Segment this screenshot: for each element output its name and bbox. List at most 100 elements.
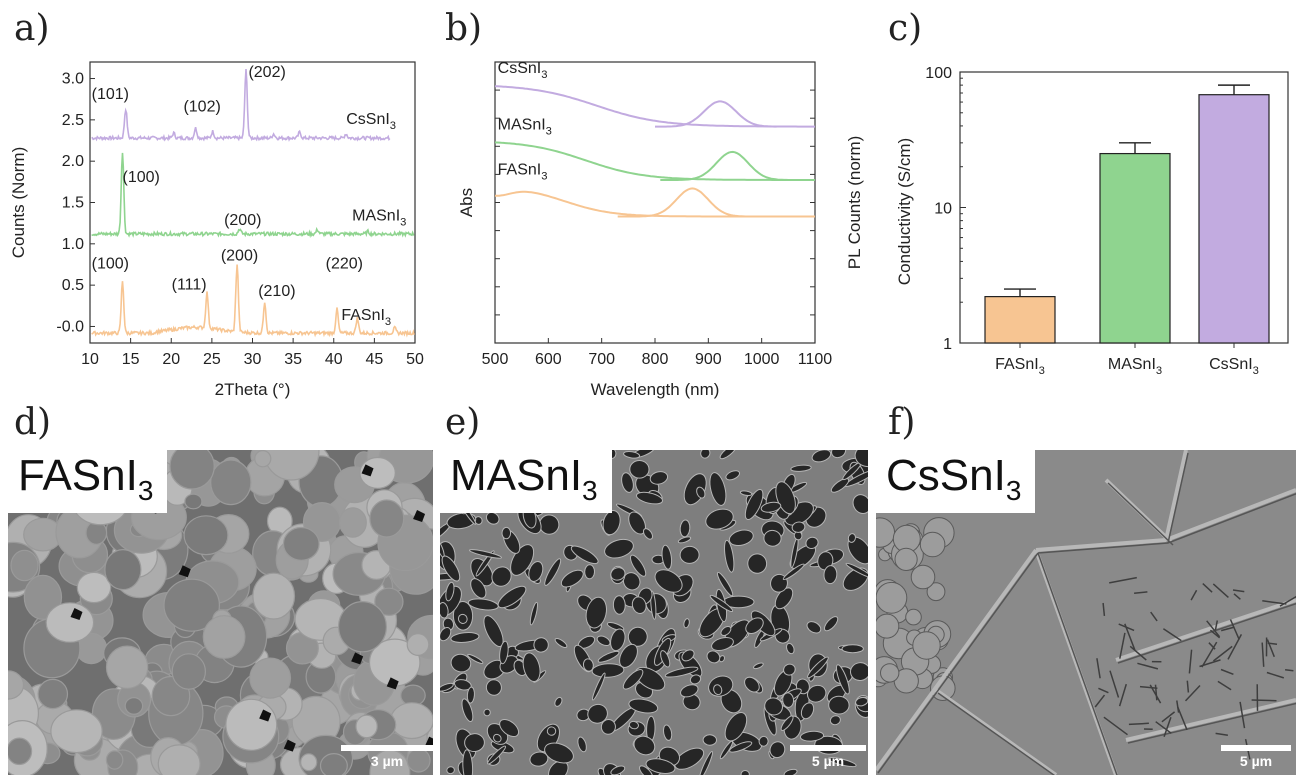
dendrite-branch <box>1186 680 1190 693</box>
grain <box>10 549 39 582</box>
pl-line-FASnI3 <box>617 187 814 218</box>
peak-label: (100) <box>123 169 160 186</box>
particle <box>912 631 941 660</box>
pore <box>829 715 841 726</box>
pl-line-CsSnI3 <box>655 100 777 128</box>
pore <box>760 501 782 513</box>
pore <box>706 650 721 664</box>
grain <box>8 737 33 766</box>
dendrite-branch <box>1217 680 1232 691</box>
pore <box>729 741 753 753</box>
pore <box>702 734 717 746</box>
peak-label: (200) <box>224 212 261 229</box>
dendrite-branch <box>1139 685 1158 690</box>
x-tick-label: 900 <box>695 351 722 368</box>
series-label: MASnI3 <box>352 208 406 229</box>
y-tick-label: 1.0 <box>62 236 84 253</box>
dendrite-branch <box>1102 602 1106 616</box>
series-label: CsSnI3 <box>346 111 396 132</box>
dendrite-branch <box>1261 642 1265 667</box>
pore <box>661 544 673 570</box>
absorption-pl-chart: 500 600 700 800 900 1000 1100 Wavelength (nm) Ab… <box>457 60 864 399</box>
sem-image-cssni3: CsSnI3 5 µm <box>876 450 1296 775</box>
grain-boundary-shadow <box>1107 482 1174 546</box>
series-label: FASnI3 <box>498 161 548 182</box>
pore <box>633 735 656 756</box>
grain <box>105 750 124 770</box>
pore <box>783 663 796 676</box>
pore <box>805 536 819 550</box>
grain <box>355 714 378 739</box>
pore <box>554 696 563 707</box>
x-tick-label: MASnI3 <box>1108 356 1162 377</box>
pore <box>528 561 544 582</box>
pore <box>470 578 487 599</box>
grain-boundary-shadow <box>937 692 1056 775</box>
peak-label: (200) <box>221 247 258 264</box>
pore <box>841 644 864 654</box>
pore <box>628 511 646 535</box>
pore <box>811 450 832 463</box>
dendrite-branch <box>1206 620 1221 638</box>
x-tick-label: CsSnI3 <box>1209 356 1259 377</box>
pore <box>753 662 764 670</box>
pore <box>469 549 502 559</box>
x-tick-label: 10 <box>81 351 99 368</box>
y-tick-label: 10 <box>934 201 952 218</box>
pore <box>785 642 795 655</box>
dendrite-branch <box>1109 576 1137 584</box>
pore <box>677 536 692 544</box>
pore <box>499 640 509 665</box>
y-axis-label: Counts (Norm) <box>9 147 28 258</box>
pore <box>744 489 764 520</box>
pore <box>807 656 829 679</box>
panel-letter-f: f) <box>888 402 916 443</box>
pore <box>570 545 599 565</box>
dendrite-branch <box>1190 589 1198 601</box>
pore <box>529 601 538 626</box>
x-tick-label: 25 <box>203 351 221 368</box>
pore <box>622 572 641 591</box>
pore <box>623 450 641 459</box>
pore <box>850 662 868 682</box>
grain-boundary-shadow <box>877 552 1039 774</box>
pore <box>711 637 734 651</box>
abs-line-MASnI3 <box>494 141 815 181</box>
dendrite-branch <box>1285 668 1294 672</box>
pore <box>487 745 507 765</box>
scale-bar: 3 µm <box>341 745 433 769</box>
grain <box>210 459 252 506</box>
grain <box>202 615 246 659</box>
grain-boundary <box>876 548 1038 772</box>
pore <box>769 741 786 759</box>
grain <box>104 548 142 591</box>
x-tick-label: 600 <box>535 351 562 368</box>
pore <box>529 751 549 767</box>
grain <box>390 702 433 740</box>
dendrite-branch <box>1251 699 1277 702</box>
pore <box>800 702 815 720</box>
grain <box>163 578 221 632</box>
grain-boundary-shadow <box>1037 542 1169 554</box>
pore <box>464 733 485 753</box>
dendrite-branch <box>1137 662 1159 670</box>
y-tick-label: 0.5 <box>62 277 84 294</box>
bar-MASnI3 <box>1099 152 1171 344</box>
particle <box>880 663 900 683</box>
grain <box>169 450 215 490</box>
grain <box>157 744 201 775</box>
pore <box>457 613 468 624</box>
pore <box>453 679 472 691</box>
grain <box>225 698 278 751</box>
dendrite-branch <box>1266 639 1275 658</box>
pore <box>728 529 754 547</box>
x-tick-label: 700 <box>588 351 615 368</box>
pore <box>642 528 654 540</box>
y-tick-label: -0.0 <box>56 318 84 335</box>
panel-letter-b: b) <box>445 8 483 49</box>
dendrite-branch <box>1128 722 1149 726</box>
pore <box>724 539 735 573</box>
pore <box>585 596 607 629</box>
pore <box>582 658 594 672</box>
y-axis-label: Conductivity (S/cm) <box>895 138 914 285</box>
